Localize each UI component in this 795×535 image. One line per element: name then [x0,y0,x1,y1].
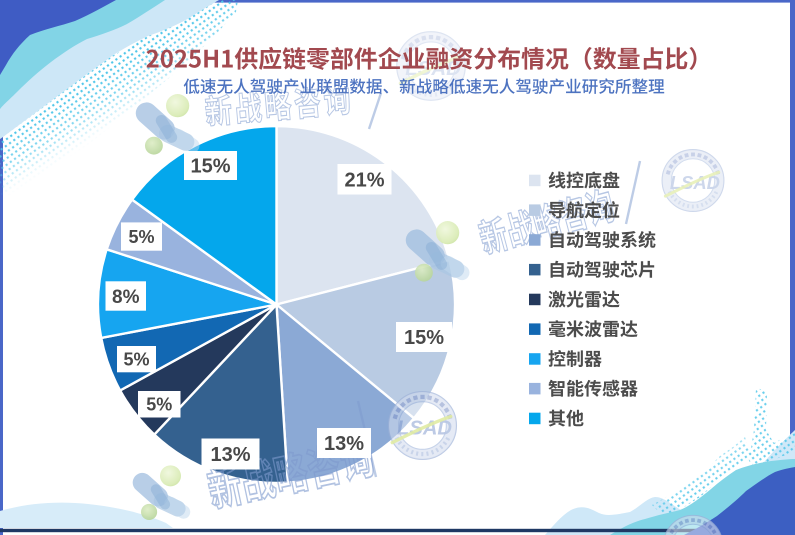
svg-text:8%: 8% [112,287,140,308]
svg-text:15%: 15% [404,327,444,349]
svg-text:5%: 5% [123,350,149,370]
svg-text:5%: 5% [128,227,154,247]
svg-text:5%: 5% [146,395,172,415]
svg-text:13%: 13% [324,433,364,455]
svg-text:15%: 15% [190,156,230,178]
svg-text:13%: 13% [210,444,250,466]
svg-text:21%: 21% [344,169,384,191]
